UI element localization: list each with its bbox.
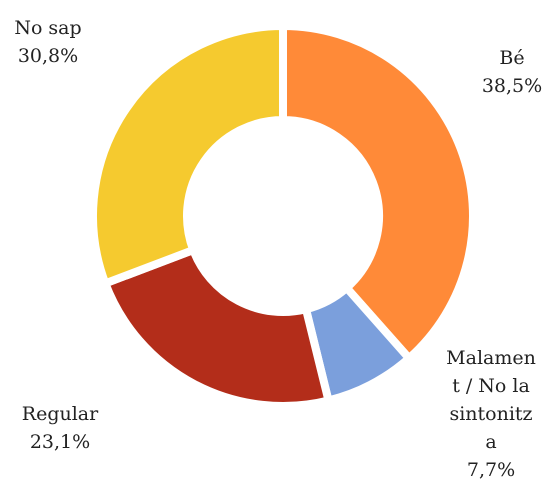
slice-label-be: Bé 38,5% — [472, 44, 552, 100]
slice-label-malament-line-4: a — [485, 431, 497, 453]
slice-label-be-line-1: Bé — [499, 47, 525, 69]
slice-label-malament-line-3: sintonitz — [449, 403, 533, 425]
slice-label-no-sap-line-1: No sap — [14, 17, 82, 39]
slice-label-regular-line-1: Regular — [21, 403, 99, 425]
slice-label-malament-line-2: t / No la — [452, 375, 530, 397]
slice-label-no-sap: No sap 30,8% — [0, 14, 96, 70]
donut-slice-be — [279, 21, 477, 364]
slice-label-no-sap-line-2: 30,8% — [17, 45, 79, 67]
donut-slice-no-sap — [89, 21, 287, 289]
slice-label-malament-line-1: Malamen — [446, 347, 536, 369]
slice-label-regular-line-2: 23,1% — [29, 431, 91, 453]
slice-label-malament-line-5: 7,7% — [466, 459, 516, 481]
slice-label-be-line-2: 38,5% — [481, 75, 543, 97]
donut-slice-regular — [100, 244, 334, 410]
slice-label-regular: Regular 23,1% — [10, 400, 110, 456]
slice-label-malament: Malamen t / No la sintonitz a 7,7% — [426, 344, 556, 484]
